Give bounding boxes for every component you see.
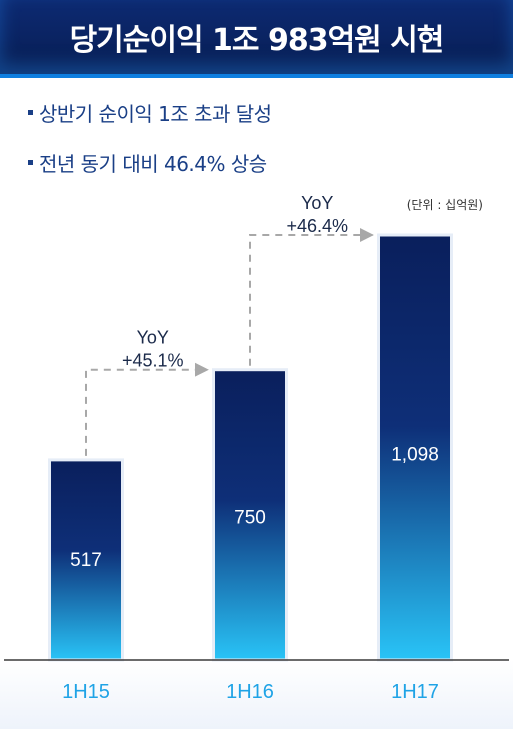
- data-label-1H15: 517: [70, 550, 102, 571]
- title-banner: 당기순이익 1조 983억원 시현: [0, 0, 513, 78]
- x-tick-label-1H15: 1H15: [62, 681, 110, 703]
- yoy-arrow-2: [249, 228, 374, 366]
- bullet-text-2: 전년 동기 대비 46.4% 상승: [39, 152, 267, 176]
- yoy-value-2: +46.4%: [286, 216, 348, 236]
- x-tick-label-1H17: 1H17: [391, 681, 439, 703]
- bullet-text-1: 상반기 순이익 1조 초과 달성: [39, 102, 272, 126]
- yoy-label-1: YoY: [137, 328, 169, 348]
- bullet-item-1: 상반기 순이익 1조 초과 달성: [28, 98, 272, 127]
- yoy-arrow-1: [85, 362, 209, 456]
- bullet-marker-icon: [28, 110, 33, 115]
- yoy-label-2: YoY: [301, 193, 333, 213]
- bullet-item-2: 전년 동기 대비 46.4% 상승: [28, 148, 267, 177]
- unit-label: (단위 : 십억원): [406, 198, 483, 212]
- page-title: 당기순이익 1조 983억원 시현: [69, 23, 445, 58]
- data-label-1H17: 1,098: [391, 444, 439, 465]
- bottom-background: [0, 660, 513, 729]
- yoy-value-1: +45.1%: [122, 351, 184, 371]
- data-label-1H16: 750: [234, 508, 266, 529]
- bullet-marker-icon: [28, 160, 33, 165]
- x-tick-label-1H16: 1H16: [226, 681, 274, 703]
